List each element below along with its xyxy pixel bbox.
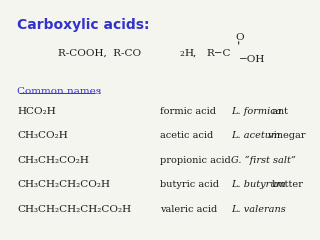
Text: vinegar: vinegar <box>265 131 306 140</box>
Text: CH₃CH₂CH₂CH₂CO₂H: CH₃CH₂CH₂CH₂CO₂H <box>17 205 132 214</box>
Text: valeric acid: valeric acid <box>160 205 217 214</box>
Text: L. valerans: L. valerans <box>231 205 286 214</box>
Text: H,: H, <box>185 49 197 58</box>
Text: ant: ant <box>269 107 288 116</box>
Text: L. acetum: L. acetum <box>231 131 281 140</box>
Text: L. butyrum: L. butyrum <box>231 180 286 189</box>
Text: −OH: −OH <box>239 55 265 64</box>
Text: CH₃CH₂CH₂CO₂H: CH₃CH₂CH₂CO₂H <box>17 180 110 189</box>
Text: :: : <box>98 87 102 96</box>
Text: propionic acid: propionic acid <box>160 156 231 165</box>
Text: CH₃CH₂CO₂H: CH₃CH₂CO₂H <box>17 156 89 165</box>
Text: 2: 2 <box>180 50 185 59</box>
Text: HCO₂H: HCO₂H <box>17 107 56 116</box>
Text: butter: butter <box>269 180 303 189</box>
Text: G. “first salt”: G. “first salt” <box>231 156 296 165</box>
Text: formic acid: formic acid <box>160 107 216 116</box>
Text: butyric acid: butyric acid <box>160 180 219 189</box>
Text: O: O <box>236 33 244 42</box>
Text: CH₃CO₂H: CH₃CO₂H <box>17 131 68 140</box>
Text: Carboxylic acids:: Carboxylic acids: <box>17 18 150 32</box>
Text: R−C: R−C <box>207 49 231 58</box>
Text: acetic acid: acetic acid <box>160 131 213 140</box>
Text: L. formica: L. formica <box>231 107 282 116</box>
Text: Common names: Common names <box>17 87 101 96</box>
Text: R-COOH,  R-CO: R-COOH, R-CO <box>59 49 142 58</box>
